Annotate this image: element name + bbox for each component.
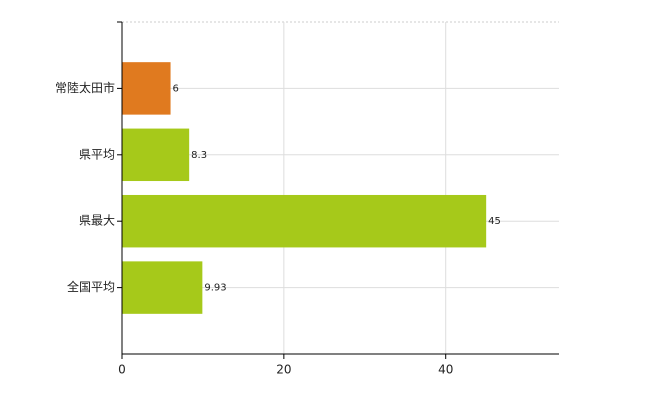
value-label: 6 [173, 83, 179, 94]
y-tick-label: 常陸太田市 [55, 80, 115, 95]
y-tick-label: 県最大 [79, 214, 115, 228]
y-tick-label: 全国平均 [67, 279, 115, 294]
y-tick-label: 県平均 [79, 147, 115, 161]
bar [122, 194, 487, 248]
bar [122, 128, 190, 182]
value-label: 45 [488, 216, 501, 227]
x-tick-label: 20 [276, 363, 291, 377]
x-tick-label: 40 [438, 363, 453, 377]
value-label: 9.93 [204, 283, 226, 294]
value-label: 8.3 [191, 150, 207, 161]
x-tick-label: 0 [118, 363, 126, 377]
bar [122, 62, 171, 115]
bar [122, 261, 203, 314]
